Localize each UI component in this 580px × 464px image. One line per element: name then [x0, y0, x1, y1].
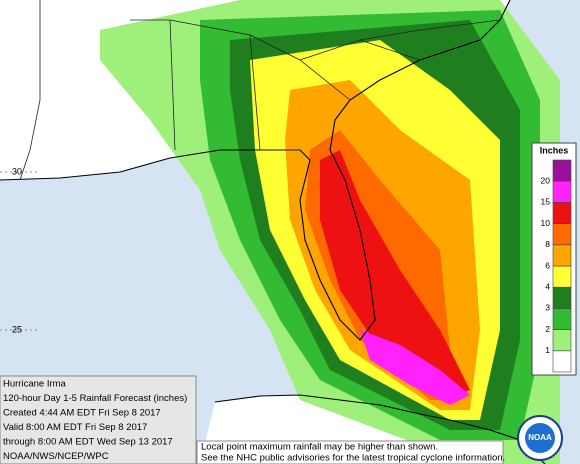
rainfall-swaths [100, 0, 560, 464]
legend-level: 3 [545, 303, 550, 313]
legend-level: 10 [541, 218, 551, 228]
legend-level: 8 [545, 239, 550, 249]
legend-swatch [552, 180, 572, 203]
legend-swatch [552, 202, 572, 224]
legend: 1 2 3 4 6 8 10 15 20 [541, 159, 572, 373]
header-line: Hurricane Irma [3, 379, 67, 390]
legend-swatch [552, 286, 572, 309]
legend-swatch [552, 308, 572, 330]
header-line: through 8:00 AM EDT Wed Sep 13 2017 [3, 437, 173, 448]
legend-swatch [552, 350, 572, 373]
legend-level: 4 [545, 281, 550, 291]
noaa-logo-text: NOAA [528, 433, 552, 442]
header: Hurricane Irma 120-hour Day 1-5 Rainfall … [3, 379, 187, 463]
cuba-coast [214, 394, 546, 464]
legend-swatch [552, 244, 572, 267]
latitude-label: 30 [12, 166, 22, 176]
legend-swatch [552, 329, 572, 352]
header-line: Created 4:44 AM EDT Fri Sep 8 2017 [3, 408, 161, 419]
legend-level: 2 [545, 324, 550, 334]
swath [360, 330, 470, 405]
coastline [0, 0, 511, 341]
note-line: See the NHC public advisories for the la… [201, 453, 505, 464]
header-line: 120-hour Day 1-5 Rainfall Forecast (inch… [3, 393, 187, 404]
legend-title: Inches [540, 145, 569, 155]
header-line: NOAA/NWS/NCEP/WPC [3, 451, 109, 462]
legend-swatch [552, 265, 572, 288]
header-panel [0, 375, 197, 464]
state-borders [19, 0, 501, 181]
legend-level: 15 [541, 197, 551, 207]
note: Local point maximum rainfall may be high… [201, 442, 505, 464]
noaa-logo-inner [525, 423, 555, 453]
legend-level: 20 [541, 175, 551, 185]
note-line: Local point maximum rainfall may be high… [201, 442, 438, 453]
legend-swatch [552, 223, 572, 246]
legend-level: 1 [545, 345, 550, 355]
header-line: Valid 8:00 AM EDT Fri Sep 8 2017 [3, 422, 147, 433]
legend-swatch [552, 159, 572, 182]
latitude-label: 25 [12, 324, 22, 334]
swath [320, 150, 470, 400]
legend-level: 6 [545, 260, 550, 270]
note-panel [196, 440, 504, 464]
